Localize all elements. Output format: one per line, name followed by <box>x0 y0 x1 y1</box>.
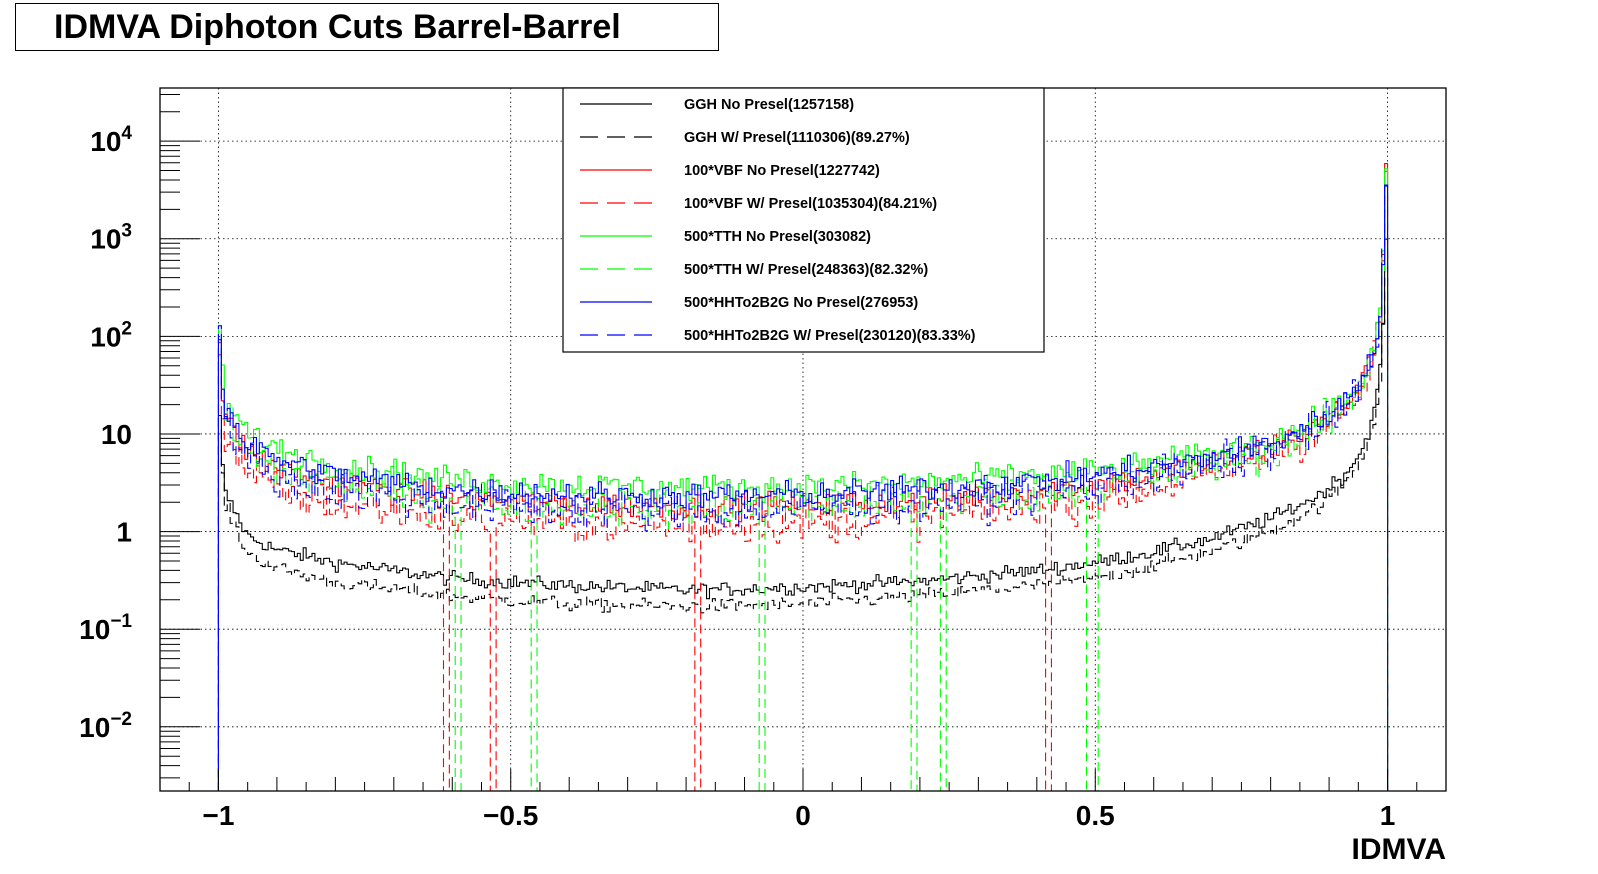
title-box: IDMVA Diphoton Cuts Barrel-Barrel <box>15 3 719 51</box>
series-line-1 <box>217 248 1389 791</box>
legend-label-3: 100*VBF W/ Presel(1035304)(84.21%) <box>684 196 937 212</box>
series-line-0 <box>217 238 1389 791</box>
x-tick-label-2: 0 <box>795 800 811 831</box>
series-layer <box>217 162 1389 792</box>
chart-title: IDMVA Diphoton Cuts Barrel-Barrel <box>54 7 621 46</box>
y-tick-label-1: 10−1 <box>79 611 132 645</box>
y-tick-label-3: 10 <box>101 419 132 450</box>
legend-label-2: 100*VBF No Presel(1227742) <box>684 163 880 179</box>
y-tick-label-5: 103 <box>90 221 132 255</box>
y-tick-label-2: 1 <box>116 517 132 548</box>
axis-labels: −1 −0.5 0 0.5 1 10−2 10−1 1 10 102 103 104 <box>79 123 1395 831</box>
x-tick-label-1: −0.5 <box>483 800 538 831</box>
y-tick-label-0: 10−2 <box>79 709 132 743</box>
x-tick-label-3: 0.5 <box>1076 800 1115 831</box>
grid <box>160 88 1446 791</box>
legend-label-4: 500*TTH No Presel(303082) <box>684 229 871 245</box>
y-tick-label-6: 104 <box>90 123 132 157</box>
series-line-7 <box>217 185 1389 791</box>
x-tick-label-0: −1 <box>202 800 234 831</box>
legend-label-6: 500*HHTo2B2G No Presel(276953) <box>684 295 918 311</box>
legend-label-1: GGH W/ Presel(1110306)(89.27%) <box>684 130 910 146</box>
legend: GGH No Presel(1257158) GGH W/ Presel(1110… <box>562 87 1045 353</box>
series-line-5 <box>217 175 1389 792</box>
x-axis-title: IDMVA <box>1352 833 1446 866</box>
x-tick-label-4: 1 <box>1380 800 1396 831</box>
legend-label-0: GGH No Presel(1257158) <box>684 97 854 113</box>
legend-label-7: 500*HHTo2B2G W/ Presel(230120)(83.33%) <box>684 328 976 344</box>
legend-label-5: 500*TTH W/ Presel(248363)(82.32%) <box>684 262 928 278</box>
legend-box <box>562 87 1045 353</box>
y-tick-label-4: 102 <box>90 318 132 352</box>
axis-ticks <box>159 94 1447 791</box>
